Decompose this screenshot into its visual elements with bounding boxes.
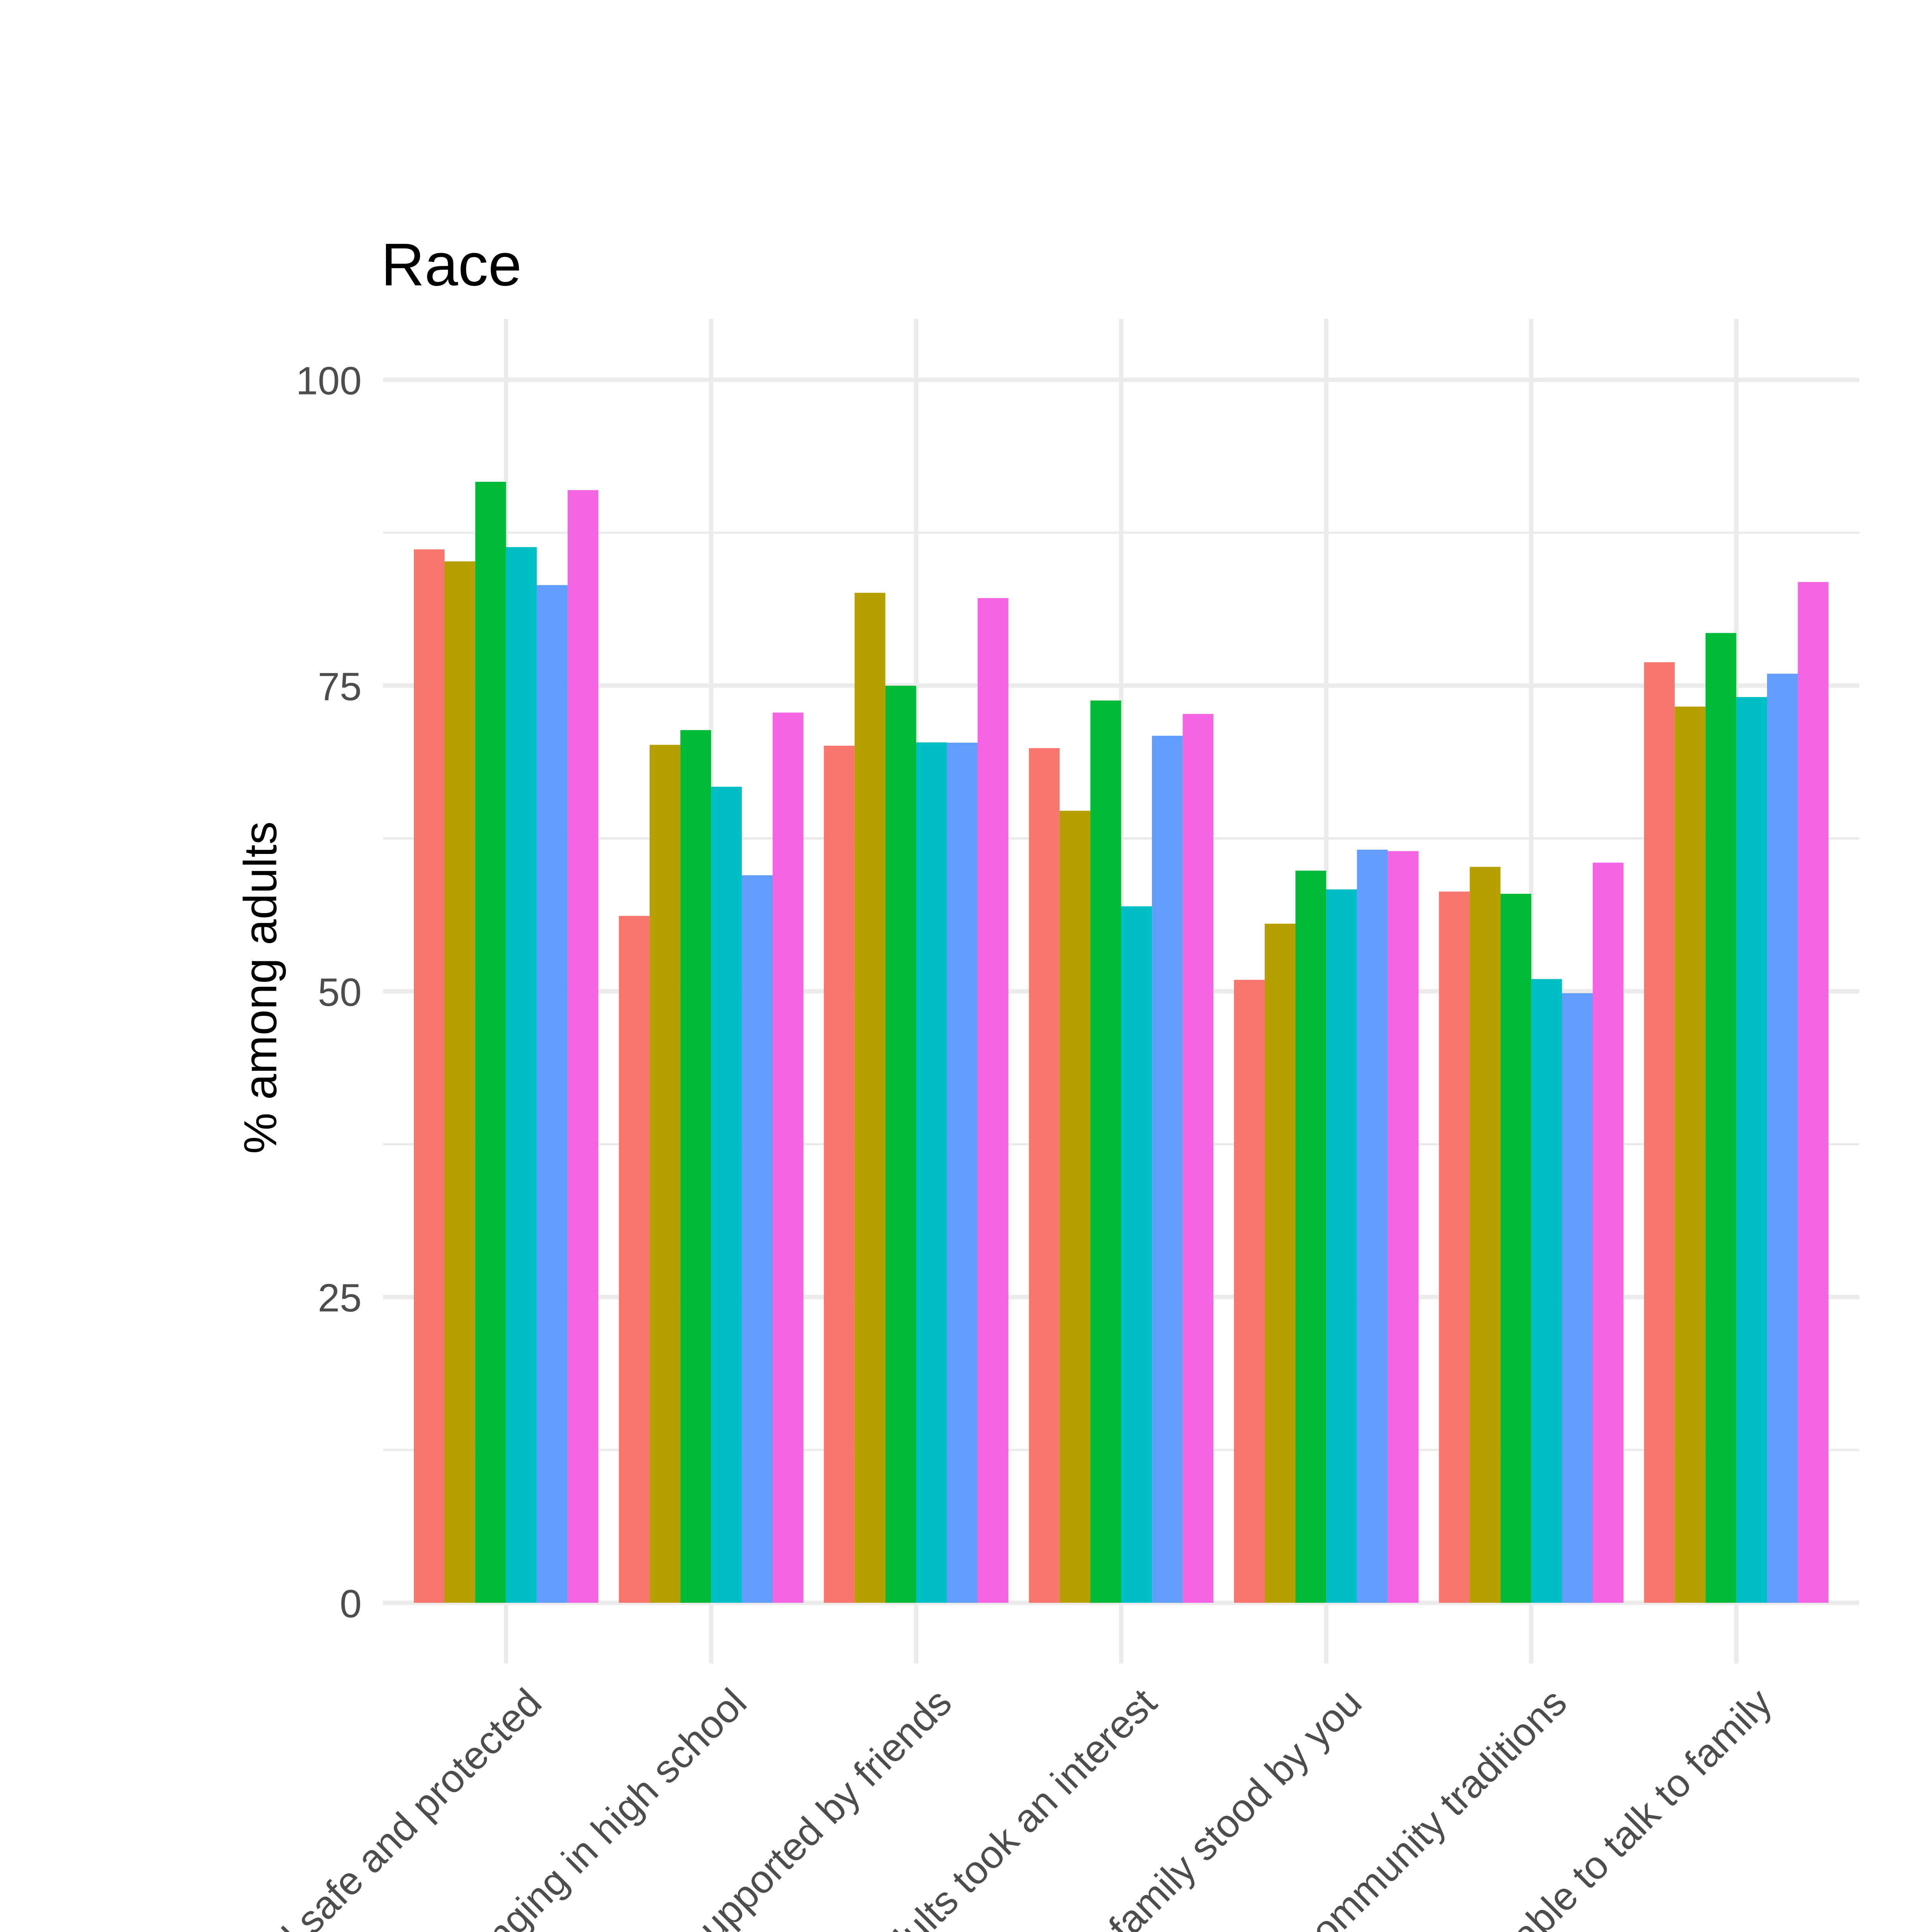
svg-text:100: 100 (296, 359, 362, 403)
svg-text:Race: Race (381, 231, 522, 299)
svg-text:% among adults: % among adults (235, 821, 286, 1154)
svg-text:75: 75 (318, 665, 362, 709)
svg-text:0: 0 (340, 1582, 362, 1626)
svg-text:50: 50 (318, 970, 362, 1014)
svg-text:25: 25 (318, 1276, 362, 1320)
